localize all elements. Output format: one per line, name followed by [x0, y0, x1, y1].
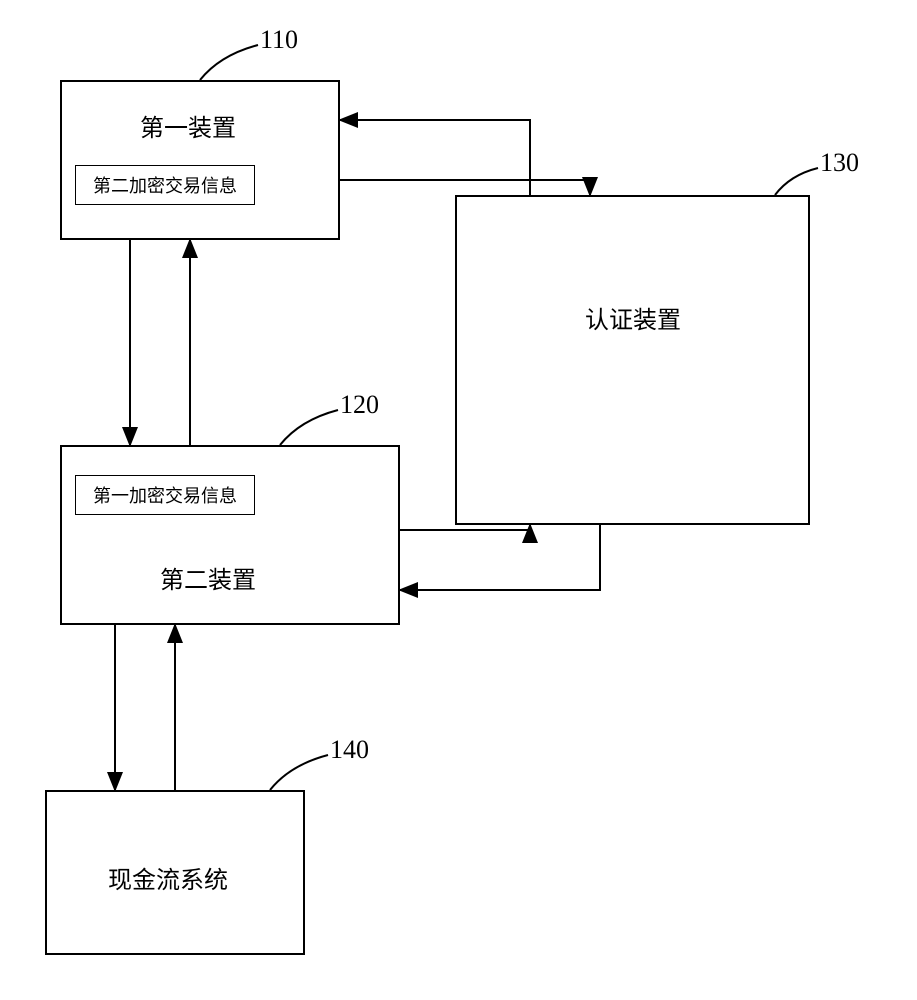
box1-inner: 第二加密交易信息 — [75, 165, 255, 205]
box1-title: 第一装置 — [140, 108, 236, 143]
box2-inner-label: 第一加密交易信息 — [93, 482, 237, 508]
box2-title: 第二装置 — [160, 560, 256, 595]
callout-110: 110 — [260, 25, 298, 55]
box2-inner: 第一加密交易信息 — [75, 475, 255, 515]
box3-title: 认证装置 — [585, 300, 681, 335]
callout-140: 140 — [330, 735, 369, 765]
callout-120: 120 — [340, 390, 379, 420]
box4-title: 现金流系统 — [108, 860, 228, 895]
box-first-device — [60, 80, 340, 240]
box-auth-device — [455, 195, 810, 525]
callout-130: 130 — [820, 148, 859, 178]
box-second-device — [60, 445, 400, 625]
box1-inner-label: 第二加密交易信息 — [93, 172, 237, 198]
